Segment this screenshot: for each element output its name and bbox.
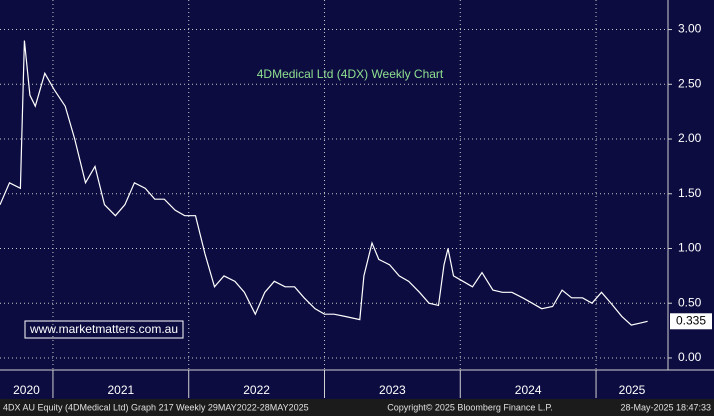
x-tick-label: 2021 bbox=[107, 383, 134, 397]
y-tick-label: 1.50 bbox=[678, 186, 702, 200]
last-price-label: 0.335 bbox=[676, 313, 706, 327]
watermark-box bbox=[24, 320, 184, 339]
price-line bbox=[0, 40, 648, 326]
footer-left: 4DX AU Equity (4DMedical Ltd) Graph 217 … bbox=[3, 402, 309, 412]
y-tick-label: 3.00 bbox=[678, 22, 702, 36]
x-tick-label: 2022 bbox=[243, 383, 270, 397]
x-tick-label: 2020 bbox=[13, 383, 40, 397]
y-tick-label: 0.00 bbox=[678, 350, 702, 364]
chart-title: 4DMedical Ltd (4DX) Weekly Chart bbox=[257, 67, 444, 81]
y-tick-label: 0.50 bbox=[678, 295, 702, 309]
footer-center: Copyright© 2025 Bloomberg Finance L.P. bbox=[387, 402, 553, 412]
x-tick-label: 2023 bbox=[379, 383, 406, 397]
x-tick-label: 2024 bbox=[515, 383, 542, 397]
footer-band bbox=[0, 399, 714, 416]
y-tick-label: 2.00 bbox=[678, 131, 702, 145]
y-tick-label: 2.50 bbox=[678, 76, 702, 90]
y-tick-label: 1.00 bbox=[678, 241, 702, 255]
watermark: www.marketmatters.com.au bbox=[29, 322, 178, 336]
footer-right: 28-May-2025 18:47:33 bbox=[620, 402, 711, 412]
last-price-box bbox=[670, 313, 712, 330]
x-tick-label: 2025 bbox=[619, 383, 646, 397]
